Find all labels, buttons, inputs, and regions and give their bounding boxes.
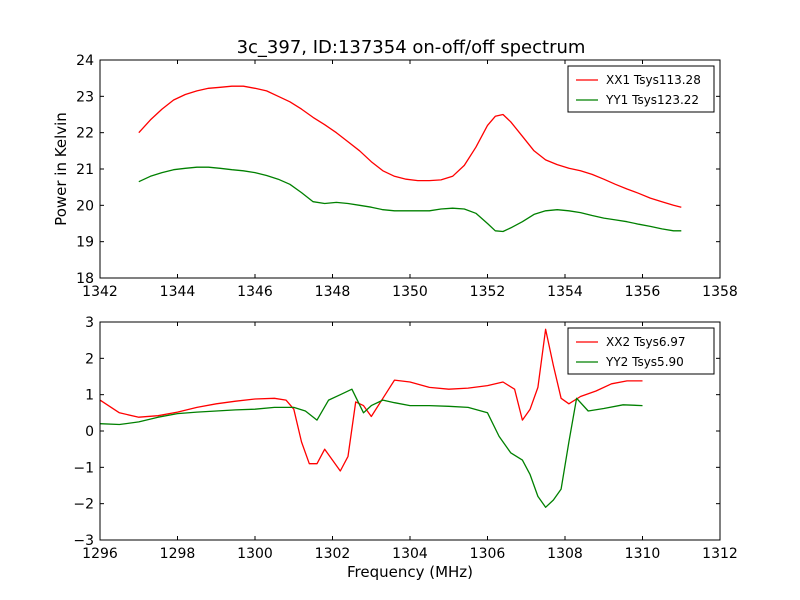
legend-label: XX2 Tsys6.97 <box>606 335 686 349</box>
x-tick-label: 1356 <box>625 284 661 300</box>
y-tick-label: 22 <box>76 126 94 142</box>
x-tick-label: 1312 <box>702 546 738 562</box>
x-tick-label: 1352 <box>470 284 506 300</box>
x-tick-label: 1298 <box>160 546 196 562</box>
top-panel: 1342 1344 1346 1348 1350 1352 1354 1356 1358 18 19… <box>52 53 738 300</box>
x-tick-label: 1296 <box>82 546 118 562</box>
x-tick-label: 1354 <box>547 284 583 300</box>
y-tick-label: 2 <box>85 351 94 367</box>
x-axis-label: Frequency (MHz) <box>347 563 473 581</box>
y-axis-label: Power in Kelvin <box>52 112 70 226</box>
x-tick-label: 1358 <box>702 284 738 300</box>
y-tick-label: 0 <box>85 424 94 440</box>
x-tick-label: 1344 <box>160 284 196 300</box>
y-tick-label: 21 <box>76 162 94 178</box>
x-tick-label: 1348 <box>315 284 351 300</box>
legend-label: YY1 Tsys123.22 <box>605 93 699 107</box>
y-tick-label: 1 <box>85 388 94 404</box>
y-tick-label: 19 <box>76 235 94 251</box>
x-tick-label: 1304 <box>392 546 428 562</box>
legend-label: XX1 Tsys113.28 <box>606 73 701 87</box>
y-tick-label: 24 <box>76 53 94 69</box>
series-line-0-0 <box>138 85 682 208</box>
series-line-0-1 <box>138 166 682 233</box>
legend-box <box>567 65 715 113</box>
x-tick-label: 1308 <box>547 546 583 562</box>
legend: XX1 Tsys113.28 YY1 Tsys123.22 <box>567 65 715 113</box>
x-tick-label: 1310 <box>625 546 661 562</box>
series-line-1-0 <box>99 328 643 472</box>
y-tick-label: −1 <box>73 460 94 476</box>
bottom-panel: 1296 1298 1300 1302 1304 1306 1308 1310 1312−3−2… <box>73 315 737 562</box>
x-tick-label: 1300 <box>237 546 273 562</box>
y-tick-label: 18 <box>76 271 94 287</box>
x-tick-label: 1346 <box>237 284 273 300</box>
y-tick-label: 3 <box>85 315 94 331</box>
x-tick-label: 1350 <box>392 284 428 300</box>
legend-box <box>567 327 715 375</box>
series-line-1-1 <box>99 388 643 508</box>
x-tick-label: 1306 <box>470 546 506 562</box>
y-tick-label: 23 <box>76 89 94 105</box>
x-tick-label: 1302 <box>315 546 351 562</box>
y-tick-label: −3 <box>73 533 94 549</box>
chart-title: 3c_397, ID:137354 on-off/off spectrum <box>237 37 586 58</box>
legend: XX2 Tsys6.97 YY2 Tsys5.90 <box>567 327 715 375</box>
x-tick-label: 1342 <box>82 284 118 300</box>
y-tick-label: −2 <box>73 497 94 513</box>
legend-label: YY2 Tsys5.90 <box>605 355 684 369</box>
y-tick-label: 20 <box>76 198 94 214</box>
